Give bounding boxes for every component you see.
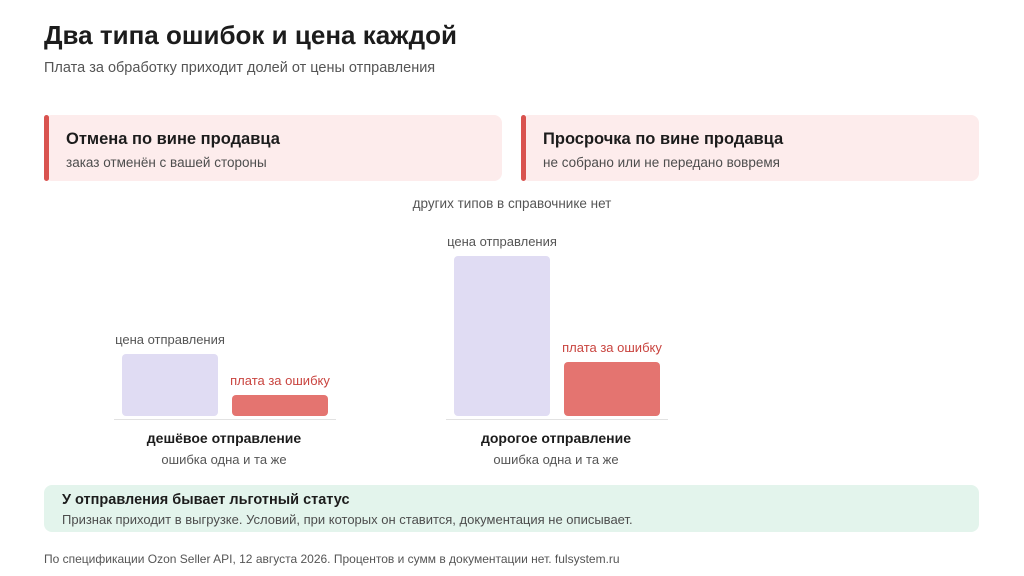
card-description: заказ отменён с вашей стороны <box>66 155 267 170</box>
status-description: Признак приходит в выгрузке. Условий, пр… <box>62 512 633 527</box>
price-bar <box>454 256 550 416</box>
card-accent-stripe <box>44 115 49 181</box>
card-title: Отмена по вине продавца <box>66 130 280 148</box>
fee-bar <box>232 395 328 416</box>
group-title: дешёвое отправление <box>146 430 302 446</box>
error-card-cancellation: Отмена по вине продавца заказ отменён с … <box>44 115 502 181</box>
fee-bar-label: плата за ошибку <box>562 340 662 355</box>
baseline <box>114 419 336 420</box>
page-subtitle: Плата за обработку приходит долей от цен… <box>44 60 436 76</box>
status-title: У отправления бывает льготный статус <box>62 492 350 508</box>
preferential-status-box: У отправления бывает льготный статус При… <box>44 485 979 532</box>
fee-bar <box>564 362 660 416</box>
card-title: Просрочка по вине продавца <box>543 130 784 148</box>
error-card-delay: Просрочка по вине продавца не собрано ил… <box>521 115 979 181</box>
group-title: дорогое отправление <box>480 430 632 446</box>
no-other-types-note: других типов в справочнике нет <box>412 196 612 211</box>
page-title: Два типа ошибок и цена каждой <box>44 20 457 50</box>
baseline <box>446 419 668 420</box>
card-accent-stripe <box>521 115 526 181</box>
fee-bar-label: плата за ошибку <box>230 373 330 388</box>
group-subtitle: ошибка одна и та же <box>493 452 619 467</box>
price-bar-label: цена отправления <box>115 332 225 347</box>
footer-source: По спецификации Ozon Seller API, 12 авгу… <box>44 552 620 566</box>
card-description: не собрано или не передано вовремя <box>543 155 780 170</box>
group-subtitle: ошибка одна и та же <box>161 452 287 467</box>
price-bar-label: цена отправления <box>447 234 557 249</box>
price-bar <box>122 354 218 416</box>
